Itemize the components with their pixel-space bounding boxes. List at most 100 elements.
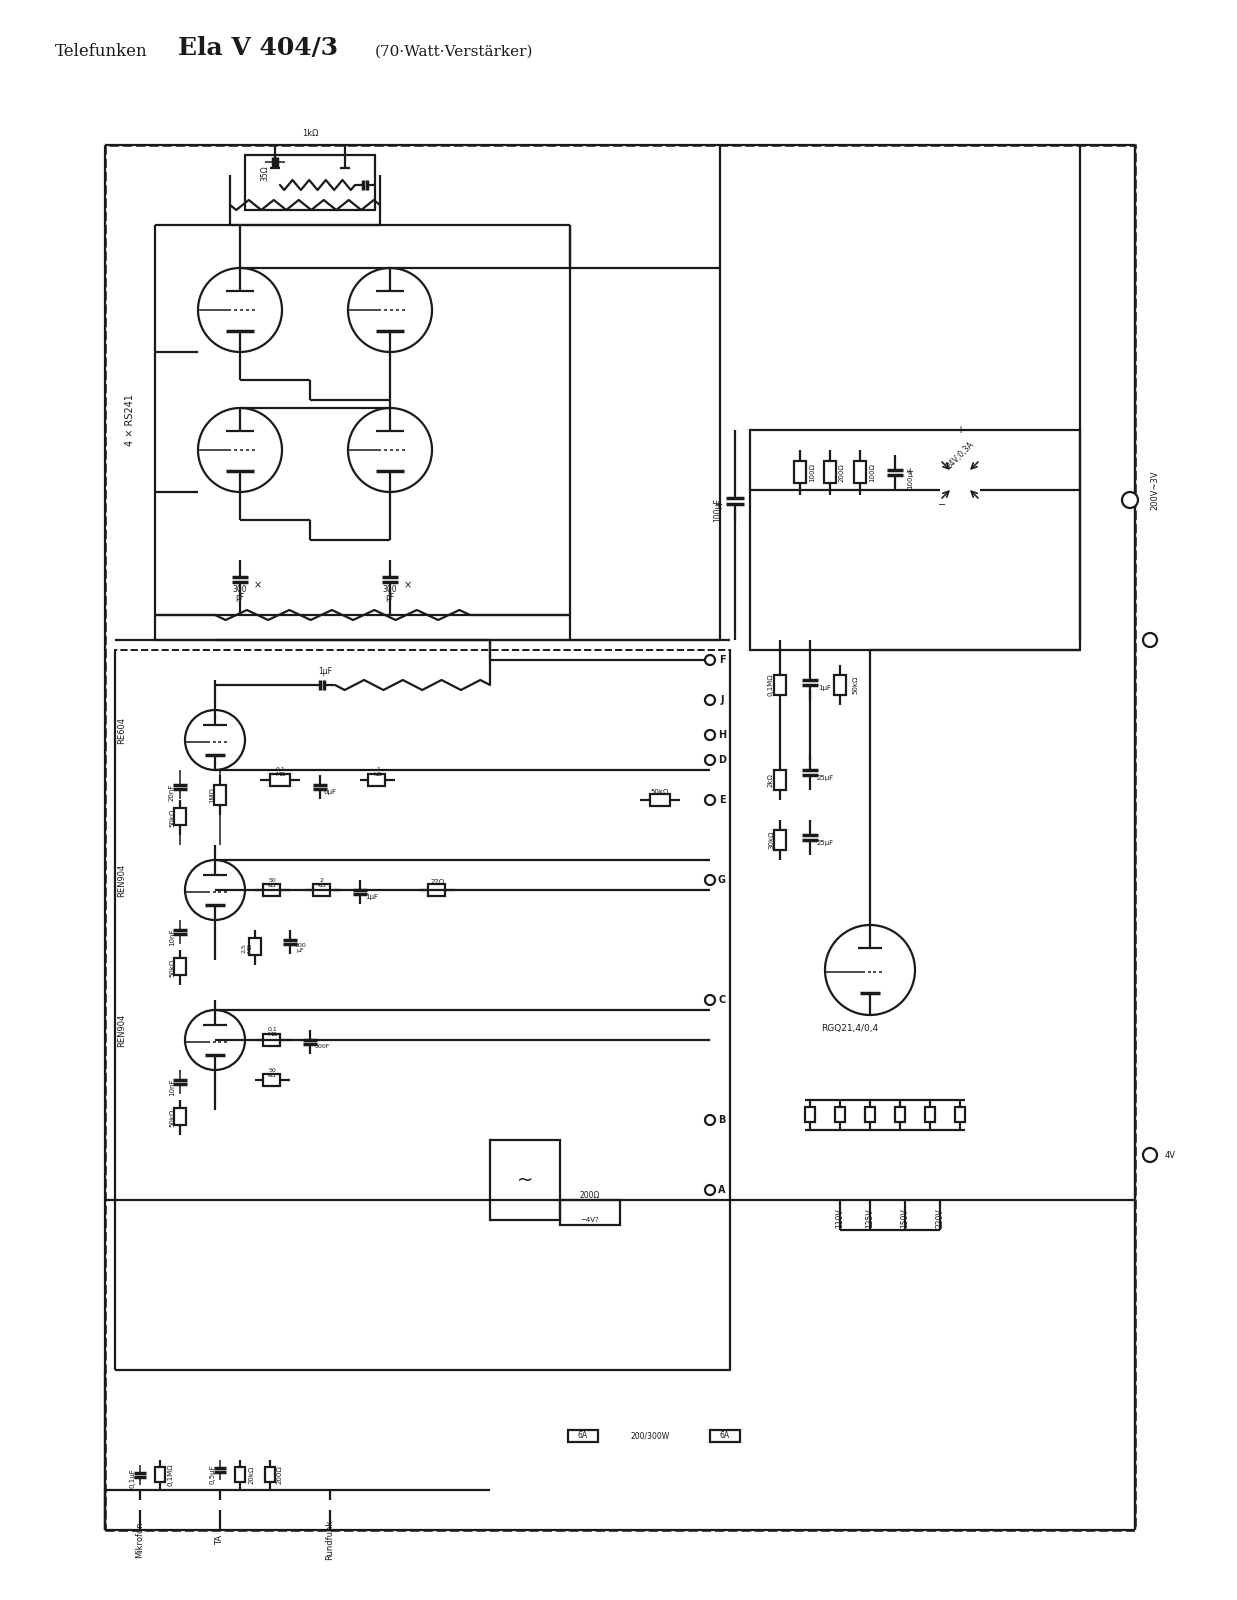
Text: +: + [714,499,722,510]
Circle shape [705,795,715,805]
Bar [313,883,330,896]
Bar [925,1107,935,1122]
Text: 50kΩ: 50kΩ [169,958,174,978]
Text: 10nF: 10nF [169,1078,174,1096]
Text: 100μF: 100μF [714,498,722,522]
Text: 1
kΩ: 1 kΩ [374,766,382,778]
Text: 300F: 300F [314,1045,330,1050]
Bar [263,1074,280,1086]
Text: 100Ω: 100Ω [809,464,815,483]
Text: 50kΩ: 50kΩ [169,1109,174,1126]
Text: pF: pF [386,594,395,603]
Text: 50kΩ: 50kΩ [169,810,174,827]
Bar [115,650,730,1370]
Bar [750,430,1080,650]
Bar [214,786,226,805]
Text: Mikrofon: Mikrofon [136,1522,145,1558]
Text: H: H [717,730,726,739]
Text: pF: pF [235,594,245,603]
Text: RGQ21,4/0,4: RGQ21,4/0,4 [821,1024,878,1032]
Text: Rundfunk: Rundfunk [325,1520,334,1560]
Text: 200/300W: 200/300W [631,1432,669,1440]
Text: 0,5μF: 0,5μF [209,1464,215,1483]
Bar [560,1200,620,1226]
Text: 100μF: 100μF [907,467,913,490]
Text: 25μF: 25μF [816,840,834,846]
Bar [854,461,866,483]
Text: 300: 300 [382,586,397,595]
Text: 50
kΩ: 50 kΩ [267,1067,276,1078]
Bar [824,461,836,483]
Text: 1kΩ: 1kΩ [302,128,318,138]
Text: 6μF: 6μF [324,789,336,795]
Text: 6A: 6A [578,1432,588,1440]
Bar [774,830,785,850]
Bar [245,155,375,210]
Bar [263,1034,280,1046]
Bar [896,1107,905,1122]
Text: 30kΩ: 30kΩ [768,830,774,850]
Text: 50kΩ: 50kΩ [651,789,669,795]
Text: 1μF: 1μF [318,667,332,677]
Text: 0,1
MΩ: 0,1 MΩ [267,1027,277,1037]
Text: 20kΩ: 20kΩ [249,1466,255,1485]
Circle shape [705,654,715,666]
Circle shape [705,1186,715,1195]
Text: D: D [717,755,726,765]
Bar [835,1107,845,1122]
Bar [794,461,807,483]
Circle shape [1122,493,1138,509]
Circle shape [705,995,715,1005]
Text: 300
μF: 300 μF [294,942,306,954]
Text: 10nF: 10nF [169,928,174,946]
Text: +: + [907,467,913,477]
Bar [155,1467,165,1482]
Text: 200V~3V: 200V~3V [1150,470,1159,510]
Text: 200Ω: 200Ω [839,464,845,482]
Text: 1MΩ: 1MΩ [209,787,215,803]
Bar [490,1139,560,1219]
Bar [249,938,261,955]
Text: +: + [956,426,964,435]
Text: 50
kΩ: 50 kΩ [267,877,276,888]
Text: 2,5
MΩ: 2,5 MΩ [241,942,252,954]
Text: ×: × [404,579,412,590]
Text: 125V: 125V [866,1208,875,1227]
Bar [174,958,186,974]
Text: 100Ω: 100Ω [870,464,875,483]
Text: 110V: 110V [835,1208,845,1227]
Text: 220V: 220V [935,1208,945,1227]
Text: 35Ω: 35Ω [261,165,270,181]
Text: 0,1
MΩ: 0,1 MΩ [275,766,285,778]
Bar [428,883,445,896]
Text: ×: × [254,579,262,590]
Text: E: E [719,795,725,805]
Text: 4 × RS241: 4 × RS241 [125,394,135,446]
Text: −: − [938,499,946,510]
Bar [235,1467,245,1482]
Bar [263,883,280,896]
Text: C: C [719,995,726,1005]
Text: ~: ~ [517,1171,533,1189]
Bar [174,1107,186,1125]
Bar [774,770,785,790]
Bar [955,1107,965,1122]
Text: J: J [720,694,724,706]
Text: Telefunken: Telefunken [54,43,147,61]
Bar [270,774,289,786]
Text: TA: TA [215,1534,224,1546]
Text: A: A [719,1186,726,1195]
Circle shape [705,755,715,765]
Bar [367,774,385,786]
Circle shape [705,875,715,885]
Circle shape [705,1115,715,1125]
Circle shape [705,730,715,739]
Text: 2
kΩ: 2 kΩ [318,877,327,888]
Text: B: B [719,1115,726,1125]
Bar [710,1430,740,1442]
Bar [105,146,1136,1530]
Text: RE604: RE604 [118,717,126,744]
Text: 4V: 4V [1164,1150,1175,1160]
Text: REN904: REN904 [118,1013,126,1046]
Bar [865,1107,875,1122]
